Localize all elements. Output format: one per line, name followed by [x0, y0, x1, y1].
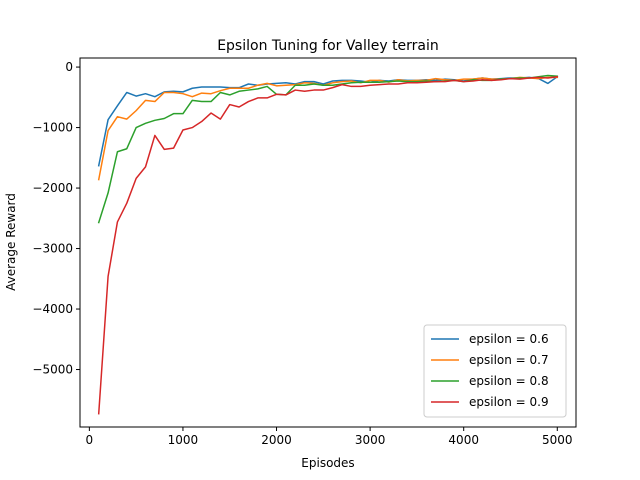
series-line-4 [97, 75, 559, 415]
y-axis: 0 −1000 −2000 −3000 −4000 −5000 [32, 60, 80, 377]
legend-label-4: epsilon = 0.9 [469, 395, 549, 409]
x-axis: 0 1000 2000 3000 4000 5000 [86, 427, 573, 447]
y-axis-label: Average Reward [4, 193, 18, 291]
y-tick-label: −4000 [32, 302, 73, 316]
y-tick-label: −5000 [32, 363, 73, 377]
x-axis-label: Episodes [301, 456, 354, 470]
y-tick-label: −1000 [32, 121, 73, 135]
y-tick-label: 0 [65, 60, 73, 74]
x-tick-label: 5000 [542, 433, 573, 447]
plot-area [97, 74, 559, 415]
legend: epsilon = 0.6 epsilon = 0.7 epsilon = 0.8 e… [423, 324, 567, 418]
x-tick-label: 2000 [261, 433, 292, 447]
series-line-1 [97, 75, 559, 167]
legend-box [423, 324, 567, 418]
x-tick-label: 3000 [355, 433, 386, 447]
x-tick-label: 1000 [168, 433, 199, 447]
x-tick-label: 4000 [448, 433, 479, 447]
x-tick-label: 0 [86, 433, 94, 447]
y-tick-label: −2000 [32, 181, 73, 195]
legend-label-2: epsilon = 0.7 [469, 353, 549, 367]
y-tick-label: −3000 [32, 242, 73, 256]
series-line-2 [97, 76, 559, 181]
legend-label-1: epsilon = 0.6 [469, 332, 549, 346]
chart-title: Epsilon Tuning for Valley terrain [217, 38, 439, 54]
plot-frame [79, 57, 577, 428]
legend-label-3: epsilon = 0.8 [469, 374, 549, 388]
